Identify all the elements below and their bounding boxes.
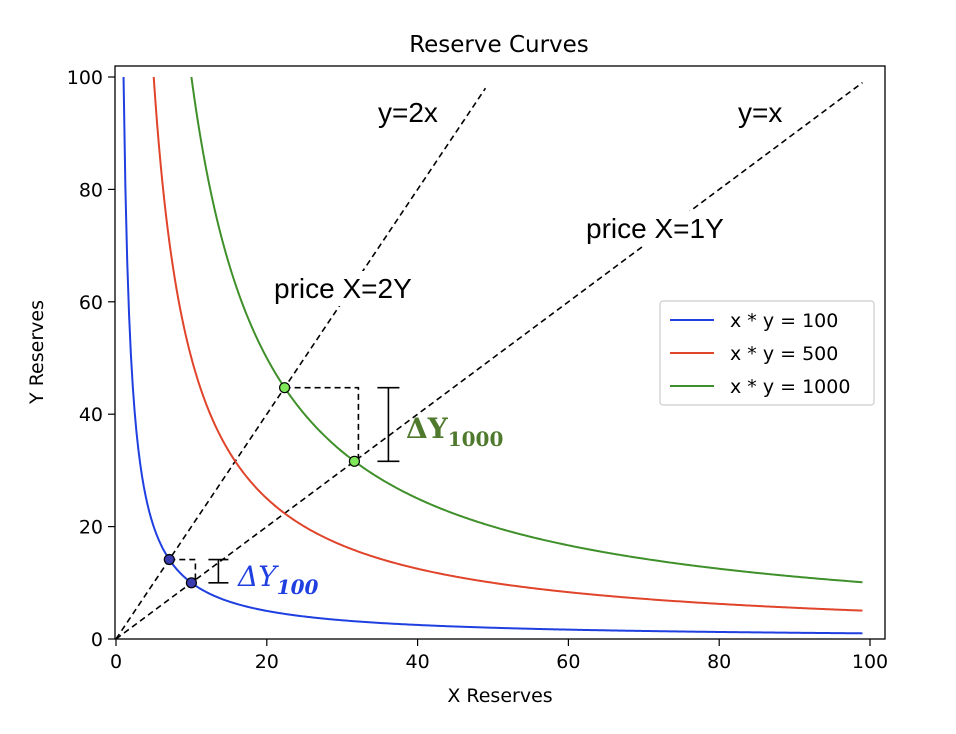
delta-bracket-1: [377, 386, 400, 463]
x-tick-label: 60: [556, 651, 580, 673]
y-tick-label: 0: [91, 629, 103, 651]
delta-guide-0: [169, 558, 197, 583]
delta-subscript: 100: [277, 575, 319, 599]
y-tick-label: 60: [79, 292, 103, 314]
x-tick-label: 20: [255, 651, 279, 673]
delta-label-0: ΔY100: [237, 560, 319, 599]
legend-box: [659, 300, 875, 406]
x-tick-label: 80: [707, 651, 731, 673]
delta-subscript: 1000: [448, 427, 504, 451]
delta-label-1: ΔY1000: [406, 412, 503, 451]
y-tick-label: 40: [79, 404, 103, 426]
x-axis-label: X Reserves: [447, 685, 552, 707]
series-line-0: [122, 76, 863, 635]
y-axis-label: Y Reserves: [26, 300, 48, 405]
x-tick-label: 0: [110, 651, 122, 673]
y-tick-label: 100: [67, 67, 103, 89]
x-tick-label: 40: [406, 651, 430, 673]
delta-symbol: ΔY: [237, 560, 279, 593]
legend: x * y = 100 x * y = 500 x * y = 1000: [659, 300, 875, 406]
plot-area: [115, 76, 863, 639]
intersection-point: [185, 577, 197, 589]
y-tick-label: 80: [79, 179, 103, 201]
intersection-point: [348, 455, 361, 467]
annotation-background: [374, 95, 442, 130]
intersection-point: [278, 382, 291, 394]
legend-entry: x * y = 100: [730, 310, 838, 332]
x-tick-label: 100: [852, 651, 888, 673]
y-tick-label: 20: [79, 517, 103, 539]
delta-symbol: ΔY: [406, 412, 449, 445]
intersection-point: [163, 553, 175, 566]
annotation-3: price X=1Y: [586, 213, 724, 244]
plot-frame: [114, 65, 886, 640]
delta-bracket-0: [208, 558, 229, 584]
legend-entry: x * y = 1000: [730, 376, 850, 398]
chart-title: Reserve Curves: [409, 32, 589, 58]
annotation-2: price X=2Y: [274, 273, 412, 304]
series-line-2: [190, 76, 863, 584]
annotation-background: [582, 211, 729, 246]
series-line-1: [152, 76, 863, 612]
legend-entry: x * y = 500: [730, 343, 838, 365]
annotation-background: [270, 271, 417, 306]
reference-line-y=x: [115, 81, 863, 639]
reference-line-y=2x: [115, 87, 487, 639]
annotation-1: y=x: [738, 97, 782, 128]
annotation-background: [734, 95, 787, 130]
delta-guide-1: [284, 386, 360, 462]
annotation-0: y=2x: [378, 97, 438, 128]
